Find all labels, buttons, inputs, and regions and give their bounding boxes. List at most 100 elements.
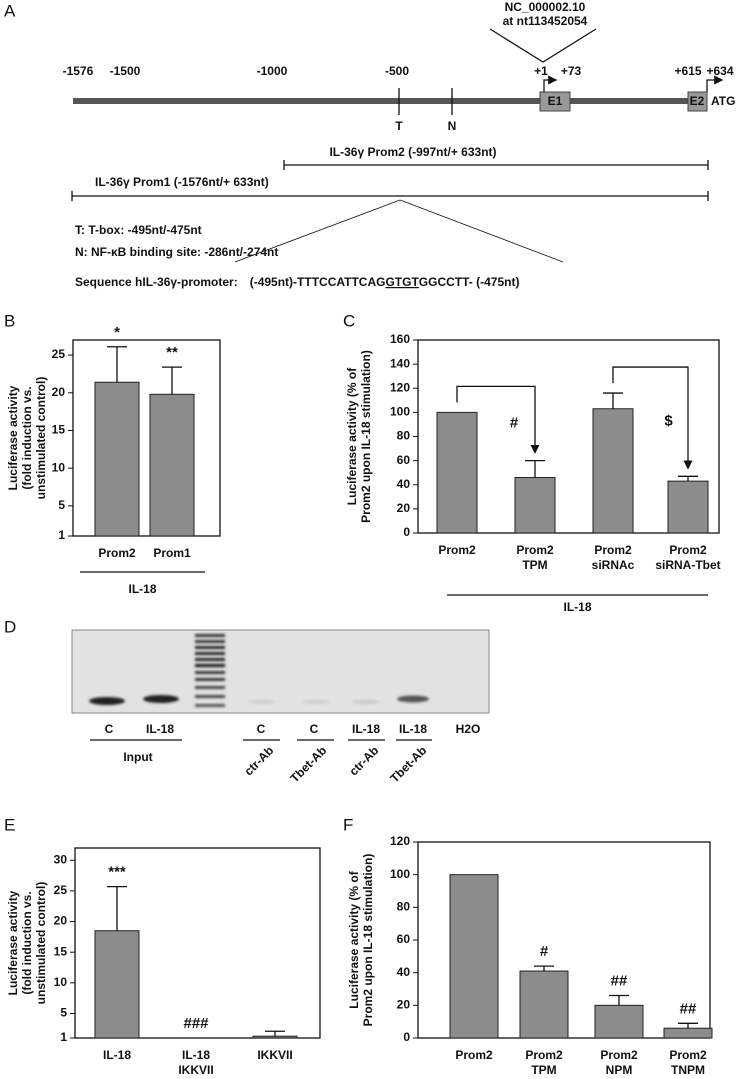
annotation: ### xyxy=(183,1015,209,1032)
lane-label: IL-18 xyxy=(146,722,174,736)
x-tick-label: Prom2 xyxy=(594,543,632,557)
lane-label: C xyxy=(257,722,266,736)
x-tick-label: NPM xyxy=(606,1063,633,1077)
group-label: IL-18 xyxy=(563,600,591,614)
y-tick-label: 100 xyxy=(390,405,410,419)
y-tick-label: 80 xyxy=(397,429,411,443)
accession: at nt113452054 xyxy=(503,14,588,28)
annotation: *** xyxy=(108,864,126,881)
panel-label: E xyxy=(4,815,15,834)
y-tick-label: 10 xyxy=(52,460,66,474)
y-axis-label: unstimulated control) xyxy=(34,882,48,1005)
atg-arrow xyxy=(706,75,724,92)
group-label: Input xyxy=(123,750,152,764)
position-label: -1000 xyxy=(257,64,288,78)
panel-label: D xyxy=(4,617,16,636)
y-tick-label: 120 xyxy=(390,380,410,394)
bar xyxy=(514,477,556,534)
y-tick-label: 0 xyxy=(403,525,410,539)
y-tick-label: 140 xyxy=(390,356,410,370)
bar xyxy=(663,1027,713,1039)
annotation: * xyxy=(114,324,120,341)
y-tick-label: 40 xyxy=(397,965,411,979)
y-axis-label: Luciferase activity (% of xyxy=(345,367,359,505)
x-tick-label: Prom1 xyxy=(153,546,191,560)
y-tick-label: 60 xyxy=(397,453,411,467)
site-label: T xyxy=(395,119,403,133)
y-tick-label: 20 xyxy=(52,385,66,399)
y-tick-label: 160 xyxy=(390,332,410,346)
construct-line xyxy=(283,160,709,170)
y-tick-label: 10 xyxy=(54,975,68,989)
y-tick-label: 15 xyxy=(54,944,68,958)
significance-bracket xyxy=(456,385,540,454)
annotation: ## xyxy=(680,1000,697,1017)
x-tick-label: Prom2 xyxy=(98,546,136,560)
y-axis-label: Prom2 upon IL-18 stimulation) xyxy=(359,350,373,523)
bar xyxy=(667,480,709,534)
annotation: # xyxy=(510,414,519,431)
panel-label: A xyxy=(4,1,16,20)
site-label: N xyxy=(448,119,457,133)
x-tick-label: siRNA-Tbet xyxy=(655,558,720,572)
y-axis-label: Luciferase activity xyxy=(6,890,20,995)
y-tick-label: 40 xyxy=(397,477,411,491)
construct-label: IL-36γ Prom2 (-997nt/+ 633nt) xyxy=(329,145,496,159)
y-tick-label: 30 xyxy=(54,852,68,866)
y-axis-label: Luciferase activity xyxy=(6,385,20,490)
gel: C IL-18 C C IL-18 IL-18 H2O Input ctr-Ab… xyxy=(71,629,490,785)
y-tick-label: 100 xyxy=(390,867,410,881)
y-tick-label: 120 xyxy=(390,834,410,848)
y-axis-label: (fold induction vs. xyxy=(20,386,34,489)
lane-label: IL-18 xyxy=(352,722,380,736)
bands xyxy=(89,634,429,707)
lane-label: H2O xyxy=(456,722,481,736)
y-axis-label: Luciferase activity (% of xyxy=(347,870,361,1008)
x-tick-label: Prom2 xyxy=(600,1048,638,1062)
panel-label: F xyxy=(343,815,353,834)
position-label: +73 xyxy=(561,64,582,78)
lane-label: IL-18 xyxy=(399,722,427,736)
bar xyxy=(149,393,195,537)
position-label: -1500 xyxy=(110,64,141,78)
y-tick-label: 60 xyxy=(397,932,411,946)
gene-bar xyxy=(73,98,689,104)
x-tick-label: IKKVII xyxy=(257,1048,292,1062)
y-tick-label: 20 xyxy=(397,501,411,515)
x-tick-label: IL-18 xyxy=(182,1048,210,1062)
position-label: -500 xyxy=(385,64,409,78)
x-tick-label: Prom2 xyxy=(455,1048,493,1062)
y-tick-label: 0 xyxy=(403,1030,410,1044)
legend-text: N: NF-κB binding site: -286nt/-274nt xyxy=(75,245,278,259)
lane-label: C xyxy=(105,722,114,736)
plot-frame xyxy=(72,339,221,537)
construct-line xyxy=(71,191,709,201)
x-tick-label: TPM xyxy=(531,1063,556,1077)
sequence: Sequence hIL-36γ-promoter: (-495nt)-TTTCC… xyxy=(75,275,519,289)
x-tick-label: Prom2 xyxy=(438,543,476,557)
x-tick-label: Prom2 xyxy=(669,1048,707,1062)
y-axis-label: unstimulated control) xyxy=(34,377,48,500)
legend-text: T: T-box: -495nt/-475nt xyxy=(75,223,202,237)
exon xyxy=(687,91,708,112)
bar xyxy=(449,874,499,1039)
bar xyxy=(252,1035,298,1039)
antibody-label: ctr-Ab xyxy=(241,743,276,778)
position-label: +1 xyxy=(534,64,548,78)
position-label: +615 xyxy=(674,64,701,78)
tss-arrow xyxy=(543,75,558,92)
significance-bracket xyxy=(612,366,693,470)
bar xyxy=(94,381,140,537)
start-codon: ATG xyxy=(711,94,735,108)
x-tick-label: Prom2 xyxy=(669,543,707,557)
x-tick-label: TNPM xyxy=(671,1063,705,1077)
sequence-motif: GTGT xyxy=(385,275,419,289)
position-label: +634 xyxy=(706,64,733,78)
annotation: $ xyxy=(664,413,673,430)
exon xyxy=(539,91,571,112)
annotation: ## xyxy=(611,973,628,990)
x-tick-label: Prom2 xyxy=(516,543,554,557)
y-tick-label: 20 xyxy=(397,998,411,1012)
annotation: # xyxy=(540,943,549,960)
